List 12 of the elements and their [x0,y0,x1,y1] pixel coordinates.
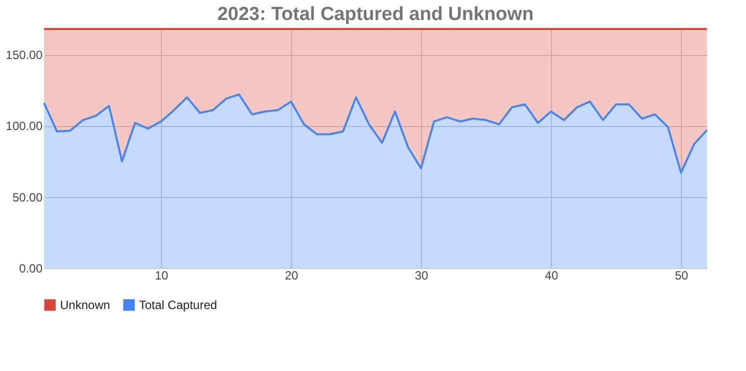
x-tick-label: 10 [154,268,168,282]
x-tick-label: 20 [284,268,298,282]
x-tick-label: 30 [414,268,428,282]
x-tick-label: 40 [544,268,558,282]
y-tick-label: 150.00 [6,48,43,62]
legend-label: Unknown [60,298,110,312]
chart-title: 2023: Total Captured and Unknown [217,4,534,25]
x-tick-label: 50 [674,268,688,282]
legend-label: Total Captured [139,298,218,312]
y-tick-label: 0.00 [19,262,43,276]
y-tick-label: 50.00 [12,190,43,204]
y-tick-label: 100.00 [6,119,43,134]
